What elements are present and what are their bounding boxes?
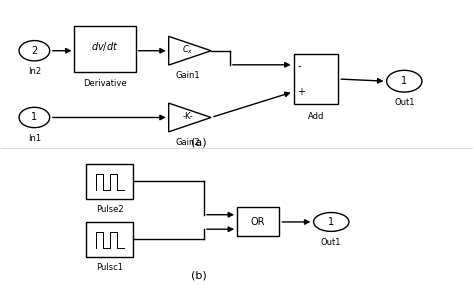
- Text: 1: 1: [328, 217, 334, 227]
- FancyBboxPatch shape: [237, 207, 279, 236]
- Text: $dv/dt$: $dv/dt$: [91, 40, 119, 53]
- Text: In2: In2: [28, 67, 41, 76]
- Text: (a): (a): [191, 137, 207, 147]
- Text: 1: 1: [31, 113, 37, 122]
- Text: -K-: -K-: [182, 112, 193, 120]
- Text: Out1: Out1: [394, 98, 415, 108]
- FancyBboxPatch shape: [86, 164, 133, 199]
- Text: Out1: Out1: [321, 238, 341, 247]
- Ellipse shape: [314, 212, 349, 231]
- Text: (b): (b): [191, 271, 207, 281]
- Text: Pulse2: Pulse2: [96, 205, 124, 214]
- Ellipse shape: [19, 107, 50, 128]
- Text: Add: Add: [308, 112, 324, 121]
- Text: Gain1: Gain1: [175, 71, 200, 81]
- Text: In1: In1: [28, 134, 41, 143]
- FancyBboxPatch shape: [293, 54, 338, 104]
- Text: +: +: [297, 87, 305, 97]
- Text: -: -: [297, 61, 301, 71]
- FancyBboxPatch shape: [74, 26, 136, 72]
- Text: Derivative: Derivative: [83, 79, 127, 88]
- Polygon shape: [169, 103, 211, 132]
- Text: 1: 1: [401, 76, 407, 86]
- Ellipse shape: [387, 70, 422, 92]
- Text: $C_x$: $C_x$: [182, 43, 193, 56]
- FancyBboxPatch shape: [86, 222, 133, 257]
- Ellipse shape: [19, 40, 50, 61]
- Text: 2: 2: [31, 46, 37, 56]
- Polygon shape: [169, 36, 211, 65]
- Text: Pulsc1: Pulsc1: [96, 263, 123, 272]
- Text: Gain2: Gain2: [175, 138, 200, 147]
- Text: OR: OR: [251, 217, 265, 227]
